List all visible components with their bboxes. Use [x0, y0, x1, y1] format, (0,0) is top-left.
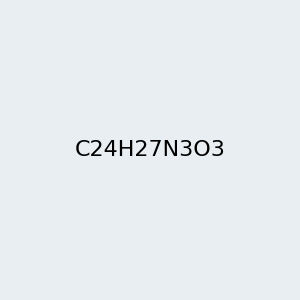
Text: C24H27N3O3: C24H27N3O3 [75, 140, 225, 160]
